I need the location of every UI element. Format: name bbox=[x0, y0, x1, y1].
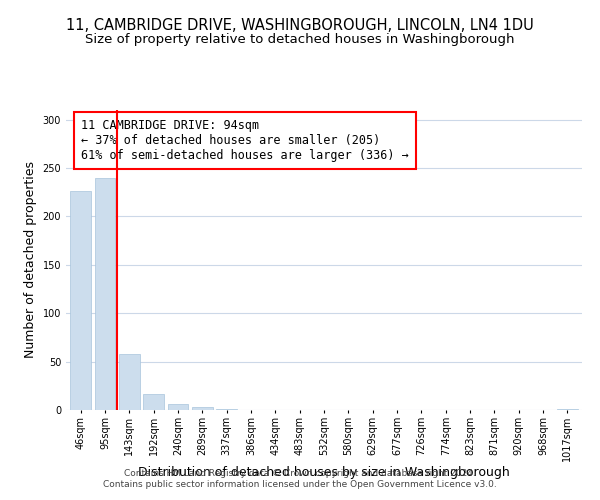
Text: Contains HM Land Registry data © Crown copyright and database right 2024.: Contains HM Land Registry data © Crown c… bbox=[124, 468, 476, 477]
Text: 11, CAMBRIDGE DRIVE, WASHINGBOROUGH, LINCOLN, LN4 1DU: 11, CAMBRIDGE DRIVE, WASHINGBOROUGH, LIN… bbox=[66, 18, 534, 32]
Bar bbox=[70, 192, 91, 410]
Bar bbox=[557, 409, 578, 410]
Bar bbox=[167, 404, 188, 410]
X-axis label: Distribution of detached houses by size in Washingborough: Distribution of detached houses by size … bbox=[138, 466, 510, 479]
Bar bbox=[216, 409, 237, 410]
Bar bbox=[143, 394, 164, 410]
Y-axis label: Number of detached properties: Number of detached properties bbox=[24, 162, 37, 358]
Text: 11 CAMBRIDGE DRIVE: 94sqm
← 37% of detached houses are smaller (205)
61% of semi: 11 CAMBRIDGE DRIVE: 94sqm ← 37% of detac… bbox=[82, 119, 409, 162]
Text: Contains public sector information licensed under the Open Government Licence v3: Contains public sector information licen… bbox=[103, 480, 497, 489]
Text: Size of property relative to detached houses in Washingborough: Size of property relative to detached ho… bbox=[85, 32, 515, 46]
Bar bbox=[192, 407, 212, 410]
Bar bbox=[95, 178, 115, 410]
Bar bbox=[119, 354, 140, 410]
